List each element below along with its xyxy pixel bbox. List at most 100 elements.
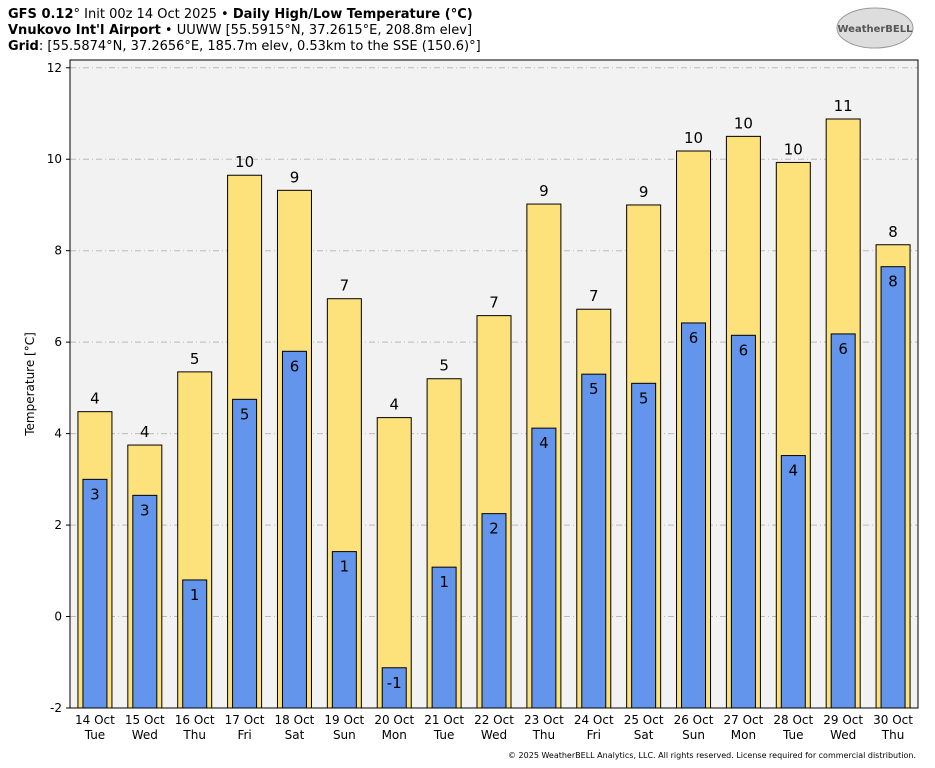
x-tick-label: 23 Oct (524, 713, 564, 727)
value-label: 6 (739, 341, 749, 359)
low-bar (830, 333, 856, 709)
x-tick-label: Thu (881, 728, 905, 742)
x-tick-label: 25 Oct (624, 713, 664, 727)
x-tick-label: 17 Oct (225, 713, 265, 727)
x-tick-label: 29 Oct (823, 713, 863, 727)
x-tick-label: 28 Oct (773, 713, 813, 727)
station: Vnukovo Int'l Airport (8, 23, 161, 38)
low-bar (182, 579, 208, 709)
value-label: 11 (834, 97, 853, 115)
y-tick-label: 10 (47, 152, 62, 166)
value-label: 5 (240, 405, 250, 423)
value-label: 6 (290, 357, 300, 375)
low-bar (631, 382, 657, 709)
logo: WeatherBELL (837, 24, 913, 35)
y-tick-label: 2 (54, 518, 62, 532)
x-tick-label: Thu (532, 728, 556, 742)
low-bar (681, 322, 707, 709)
x-tick-label: 16 Oct (175, 713, 215, 727)
value-label: 10 (734, 114, 753, 132)
low-bar (381, 667, 407, 709)
low-bar (481, 513, 507, 709)
model: GFS 0.12 (8, 7, 74, 22)
header-line: Grid: [55.5874°N, 37.2656°E, 185.7m elev… (8, 39, 481, 54)
y-tick-label: -2 (50, 701, 62, 715)
y-tick-label: 8 (54, 244, 62, 258)
x-tick-label: 14 Oct (75, 713, 115, 727)
value-label: 6 (838, 340, 848, 358)
value-label: 5 (439, 357, 449, 375)
value-label: 10 (784, 140, 803, 158)
value-label: 4 (389, 396, 399, 414)
x-tick-label: Mon (382, 728, 407, 742)
y-tick-label: 6 (54, 335, 62, 349)
value-label: 4 (539, 434, 549, 452)
low-bar (880, 266, 906, 709)
y-tick-label: 0 (54, 610, 62, 624)
value-label: 2 (489, 520, 499, 538)
x-tick-label: Wed (830, 728, 856, 742)
grid-label: Grid (8, 39, 39, 54)
y-tick-label: 12 (47, 61, 62, 75)
x-tick-label: Tue (433, 728, 455, 742)
y-axis-label: Temperature [°C] (23, 332, 37, 437)
station-info: • UUWW [55.5915°N, 37.2615°E, 208.8m ele… (161, 23, 472, 38)
value-label: 1 (340, 558, 350, 576)
value-label: 4 (90, 390, 100, 408)
x-tick-label: 18 Oct (275, 713, 315, 727)
x-tick-label: Sun (333, 728, 356, 742)
x-tick-label: 26 Oct (674, 713, 714, 727)
header-line: Vnukovo Int'l Airport • UUWW [55.5915°N,… (8, 23, 472, 38)
x-tick-label: Fri (237, 728, 251, 742)
x-tick-label: Fri (587, 728, 601, 742)
x-tick-label: Sun (682, 728, 705, 742)
value-label: 4 (789, 462, 799, 480)
plot-frame (69, 59, 919, 709)
value-label: 5 (589, 380, 599, 398)
low-bar (730, 334, 756, 709)
low-bar (281, 350, 307, 709)
x-tick-label: 21 Oct (424, 713, 464, 727)
value-label: 3 (90, 485, 100, 503)
value-label: 10 (235, 153, 254, 171)
value-label: 1 (190, 586, 200, 604)
low-bar (132, 494, 158, 709)
x-tick-label: Sat (285, 728, 305, 742)
value-label: 10 (684, 129, 703, 147)
value-label: 8 (888, 223, 898, 241)
low-bar (232, 398, 258, 709)
low-bar (82, 478, 108, 709)
value-label: 5 (190, 350, 200, 368)
low-bar (581, 373, 607, 709)
chart-title: Daily High/Low Temperature (°C) (233, 7, 473, 22)
logo-badge (836, 7, 914, 49)
low-bar (331, 551, 357, 709)
footer: © 2025 WeatherBELL Analytics, LLC. All r… (508, 751, 916, 760)
x-tick-label: 20 Oct (374, 713, 414, 727)
y-tick-label: 4 (54, 427, 62, 441)
x-tick-label: Tue (782, 728, 804, 742)
x-tick-label: Sat (634, 728, 654, 742)
low-bar (531, 427, 557, 709)
x-tick-label: 24 Oct (574, 713, 614, 727)
grid-info: : [55.5874°N, 37.2656°E, 185.7m elev, 0.… (39, 39, 481, 54)
x-tick-label: Tue (84, 728, 106, 742)
value-label: 1 (439, 573, 449, 591)
x-tick-label: Mon (731, 728, 756, 742)
value-label: 9 (639, 183, 649, 201)
high-bar (376, 417, 412, 709)
value-label: 8 (888, 273, 898, 291)
x-tick-label: 15 Oct (125, 713, 165, 727)
x-tick-label: 30 Oct (873, 713, 913, 727)
value-label: 7 (340, 277, 350, 295)
value-label: 3 (140, 501, 150, 519)
x-tick-label: Wed (132, 728, 158, 742)
value-label: 6 (689, 329, 699, 347)
init: ° Init 00z 14 Oct 2025 • (74, 7, 233, 22)
value-label: -1 (387, 674, 402, 692)
value-label: 9 (290, 168, 300, 186)
value-label: 9 (539, 182, 549, 200)
value-label: 7 (589, 287, 599, 305)
value-label: 5 (639, 389, 649, 407)
